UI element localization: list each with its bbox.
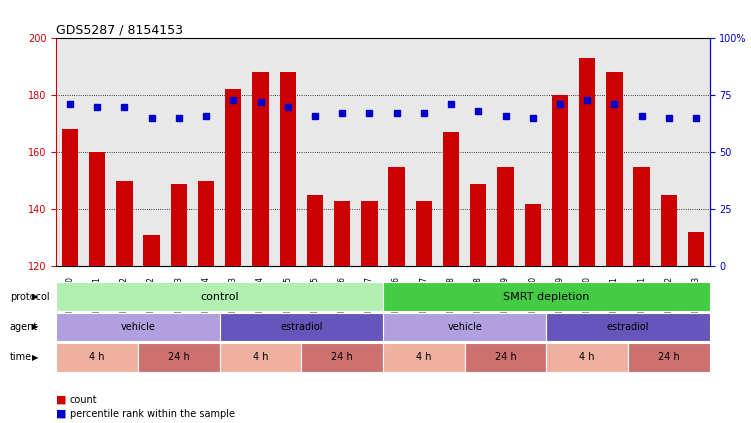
Bar	[416, 201, 432, 423]
Bar	[279, 72, 296, 423]
Text: ▶: ▶	[32, 322, 38, 332]
Text: control: control	[201, 291, 239, 302]
Text: 4 h: 4 h	[580, 352, 595, 363]
Bar	[334, 201, 350, 423]
Bar	[579, 58, 596, 423]
Text: 4 h: 4 h	[89, 352, 105, 363]
Bar	[552, 95, 568, 423]
Text: count: count	[70, 395, 98, 405]
Text: 24 h: 24 h	[168, 352, 190, 363]
Text: ■: ■	[56, 409, 67, 419]
Bar	[661, 195, 677, 423]
Bar	[198, 181, 214, 423]
Text: 24 h: 24 h	[331, 352, 353, 363]
Bar	[470, 184, 487, 423]
Bar	[225, 89, 241, 423]
Bar	[89, 152, 105, 423]
Text: ■: ■	[56, 395, 67, 405]
Text: agent: agent	[10, 322, 38, 332]
Text: 4 h: 4 h	[416, 352, 432, 363]
Text: estradiol: estradiol	[280, 322, 323, 332]
Text: 4 h: 4 h	[253, 352, 268, 363]
Bar	[633, 167, 650, 423]
Text: GDS5287 / 8154153: GDS5287 / 8154153	[56, 24, 183, 37]
Bar	[306, 195, 323, 423]
Bar	[143, 235, 160, 423]
Bar	[170, 184, 187, 423]
Bar	[252, 72, 269, 423]
Text: 24 h: 24 h	[658, 352, 680, 363]
Text: time: time	[10, 352, 32, 363]
Bar	[524, 203, 541, 423]
Text: percentile rank within the sample: percentile rank within the sample	[70, 409, 235, 419]
Bar	[497, 167, 514, 423]
Text: ▶: ▶	[32, 353, 38, 362]
Bar	[361, 201, 378, 423]
Text: estradiol: estradiol	[607, 322, 650, 332]
Bar	[116, 181, 132, 423]
Text: protocol: protocol	[10, 291, 50, 302]
Bar	[688, 232, 704, 423]
Text: vehicle: vehicle	[121, 322, 155, 332]
Text: vehicle: vehicle	[448, 322, 482, 332]
Text: SMRT depletion: SMRT depletion	[503, 291, 590, 302]
Bar	[443, 132, 459, 423]
Text: 24 h: 24 h	[495, 352, 517, 363]
Bar	[606, 72, 623, 423]
Bar	[388, 167, 405, 423]
Text: ▶: ▶	[32, 292, 38, 301]
Bar	[62, 129, 78, 423]
